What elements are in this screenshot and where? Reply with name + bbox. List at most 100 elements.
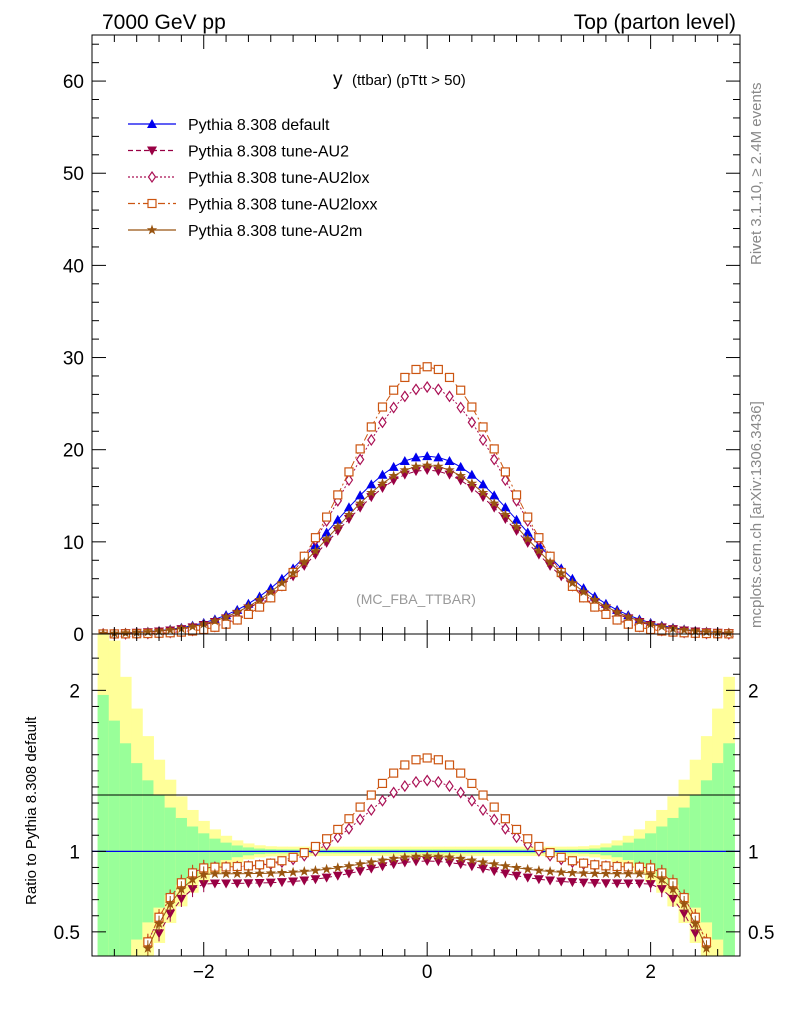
series-2-point-24 [367,433,376,446]
series-4-point-48 [634,615,645,626]
series-4-point-10 [209,615,221,626]
series-4-point-25 [377,477,388,488]
series-4-point-47 [623,611,634,622]
ratio-band-inner-1 [108,720,121,956]
series-2-point-28 [411,383,421,396]
series-4-point-15 [265,586,276,597]
ratio-3-point-18 [343,860,355,871]
ratio-2-point-10 [254,860,265,870]
series-0-point-20 [321,527,332,537]
ratio-1-point-24 [411,775,421,788]
series-4-point-34 [477,487,489,498]
ratio-0-point-31 [500,869,511,879]
series-3-point-27 [400,372,410,383]
legend-marker-1 [147,146,157,156]
series-0-point-22 [343,502,354,512]
ratio-3-point-3 [176,883,187,894]
ratio-3-point-8 [232,868,243,879]
ratio-3-point-0 [142,942,154,953]
series-3-point-19 [310,533,321,543]
main-ytick-label-5: 50 [63,164,84,185]
ratio-0-point-32 [511,871,522,881]
ratio-3-point-44 [634,868,645,879]
ratio-3-point-39 [578,867,589,878]
ratio-0-point-29 [478,864,489,874]
ratio-1-point-19 [355,813,365,826]
series-0-point-36 [500,502,511,512]
series-4-point-52 [678,624,690,635]
series-4-point-33 [466,477,478,488]
ratio-frame [91,633,741,957]
ratio-2-point-11 [266,858,276,868]
ratio-3-point-32 [500,860,511,871]
series-4-point-26 [388,470,399,481]
ratio-3-point-7 [220,868,232,879]
ratio-band-inner-2 [119,743,132,956]
series-4-point-36 [500,509,511,520]
ratio-2-point-15 [310,841,321,852]
series-3-point-35 [489,444,499,454]
ratio-ytick-label-2: 2 [69,681,80,702]
series-4-point-8 [187,621,198,631]
ratio-2-point-37 [556,852,566,862]
ratio-0-point-15 [321,873,332,883]
ratio-1-point-29 [467,794,477,807]
series-3-point-29 [422,362,432,372]
ratio-ytick-label-1: 1 [69,842,80,863]
ratio-3-point-36 [544,866,556,876]
main-ytick-label-6: 60 [63,72,84,93]
ratio-2-point-32 [500,814,510,824]
main-ytick-label-0: 0 [73,625,84,646]
ratio-2-point-20 [366,790,376,800]
ratio-xtick-label-1: 0 [422,962,433,983]
ratio-3-point-9 [243,868,254,879]
ratio-3-point-25 [421,850,433,861]
series-3-point-31 [444,372,455,383]
ratio-0-point-43 [634,879,645,889]
series-4-point-0 [97,628,109,638]
ratio-0-point-19 [366,864,377,874]
ratio-3-point-35 [533,865,545,875]
ratio-0-point-30 [489,867,500,877]
ratio-2-point-16 [322,834,332,844]
ratio-3-point-14 [299,866,310,876]
main-axes: 0 10 20 30 40 50 60 [63,35,740,646]
series-4-point-24 [366,487,377,498]
ratio-2-point-33 [511,824,522,835]
series-3-point-44 [590,602,600,612]
ratio-2-point-30 [478,790,488,800]
energy-label: 7000 GeV pp [102,11,226,34]
series-3-point-34 [478,422,488,432]
series-4-point-20 [321,533,332,544]
ratio-0-point-13 [299,876,310,886]
legend: Pythia 8.308 default Pythia 8.308 tune-AU… [128,117,377,240]
ratio-ytick-label-0: 0.5 [54,923,80,944]
main-ytick-label-4: 40 [63,256,84,277]
legend-label-4: Pythia 8.308 tune-AU2m [188,223,362,240]
series-4-point-40 [544,557,556,567]
ratio-0-point-40 [600,879,611,889]
series-4-point-11 [220,611,232,622]
ratio-axes: 0.5 0.5 1 1 2 2 −2 0 2 [54,634,774,983]
process-label: Top (parton level) [574,11,736,34]
series-0-point-21 [332,514,343,524]
ratio-0-point-17 [343,869,354,879]
series-2-point-36 [501,473,510,487]
ratio-3-point-13 [287,866,299,877]
ratio-3-point-10 [254,868,265,878]
ratio-2-point-29 [467,778,477,789]
series-4-point-12 [232,606,243,617]
ratio-2-point-27 [444,760,455,770]
ratio-line-0 [158,860,696,934]
ratio-1-point-32 [501,822,510,835]
watermark: (MC_FBA_TTBAR) [356,591,476,607]
legend-label-1: Pythia 8.308 tune-AU2 [188,144,349,161]
ratio-0-point-7 [232,879,243,889]
ratio-line-3 [147,855,707,949]
series-4-point-4 [142,626,154,637]
series-0-point-25 [377,469,388,479]
ratio-2-point-40 [590,860,600,870]
series-4-point-6 [165,624,176,635]
series-3-point-45 [601,609,611,619]
ratio-1-point-20 [367,803,376,816]
